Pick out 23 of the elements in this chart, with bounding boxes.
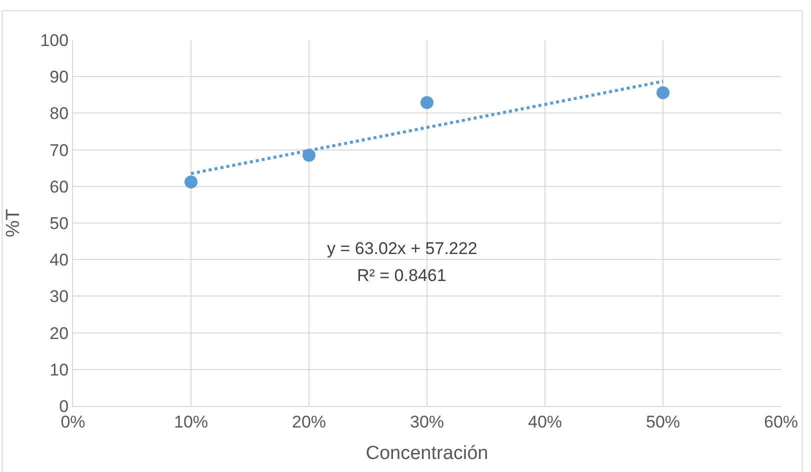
y-tick-label: 70 [50,140,69,160]
y-tick-label: 30 [50,287,69,306]
y-tick-label: 100 [40,30,69,50]
x-tick-label: 60% [764,412,798,432]
y-tick-label: 50 [50,214,69,233]
annotation: R² = 0.8461 [357,266,446,285]
y-axis-title: %T [3,208,24,238]
x-tick-label: 30% [410,412,444,432]
y-tick-label: 10 [50,360,69,380]
y-tick-label: 60 [50,177,69,196]
x-tick-label: 40% [528,412,562,432]
y-tick-label: 20 [50,324,69,343]
x-tick-label: 20% [292,412,326,432]
y-tick-label: 90 [50,68,69,87]
point [184,176,198,189]
x-axis-title: Concentración [366,443,488,464]
x-tick-label: 50% [646,412,680,432]
point [420,96,434,110]
point [656,86,670,100]
annotation: y = 63.02x + 57.222 [327,239,478,258]
y-tick-label: 80 [50,104,69,124]
x-tick-label: 10% [174,412,208,432]
y-tick-label: 40 [50,250,69,270]
